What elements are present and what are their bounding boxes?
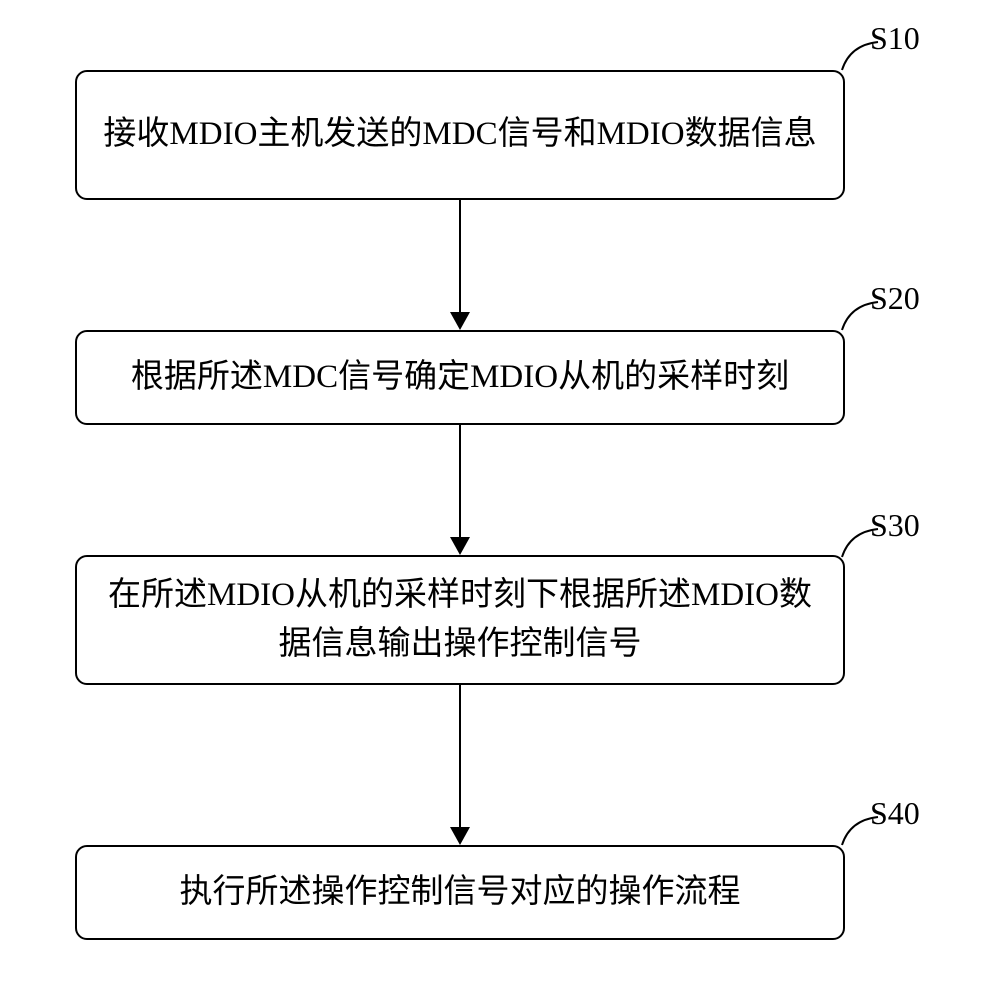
flowchart-container: 接收MDIO主机发送的MDC信号和MDIO数据信息 S10 根据所述MDC信号确… bbox=[0, 0, 987, 1000]
label-connector-s20 bbox=[838, 295, 883, 335]
label-connector-s40 bbox=[838, 810, 883, 850]
flow-box-s40: 执行所述操作控制信号对应的操作流程 bbox=[75, 845, 845, 940]
flow-box-s30: 在所述MDIO从机的采样时刻下根据所述MDIO数据信息输出操作控制信号 bbox=[75, 555, 845, 685]
flow-box-s10: 接收MDIO主机发送的MDC信号和MDIO数据信息 bbox=[75, 70, 845, 200]
flow-box-s40-text: 执行所述操作控制信号对应的操作流程 bbox=[180, 868, 741, 918]
flow-box-s10-text: 接收MDIO主机发送的MDC信号和MDIO数据信息 bbox=[103, 110, 816, 160]
flow-box-s30-text: 在所述MDIO从机的采样时刻下根据所述MDIO数据信息输出操作控制信号 bbox=[97, 571, 823, 670]
label-connector-s30 bbox=[838, 522, 883, 562]
flow-box-s20-text: 根据所述MDC信号确定MDIO从机的采样时刻 bbox=[131, 353, 789, 403]
flow-box-s20: 根据所述MDC信号确定MDIO从机的采样时刻 bbox=[75, 330, 845, 425]
label-connector-s10 bbox=[838, 35, 883, 75]
